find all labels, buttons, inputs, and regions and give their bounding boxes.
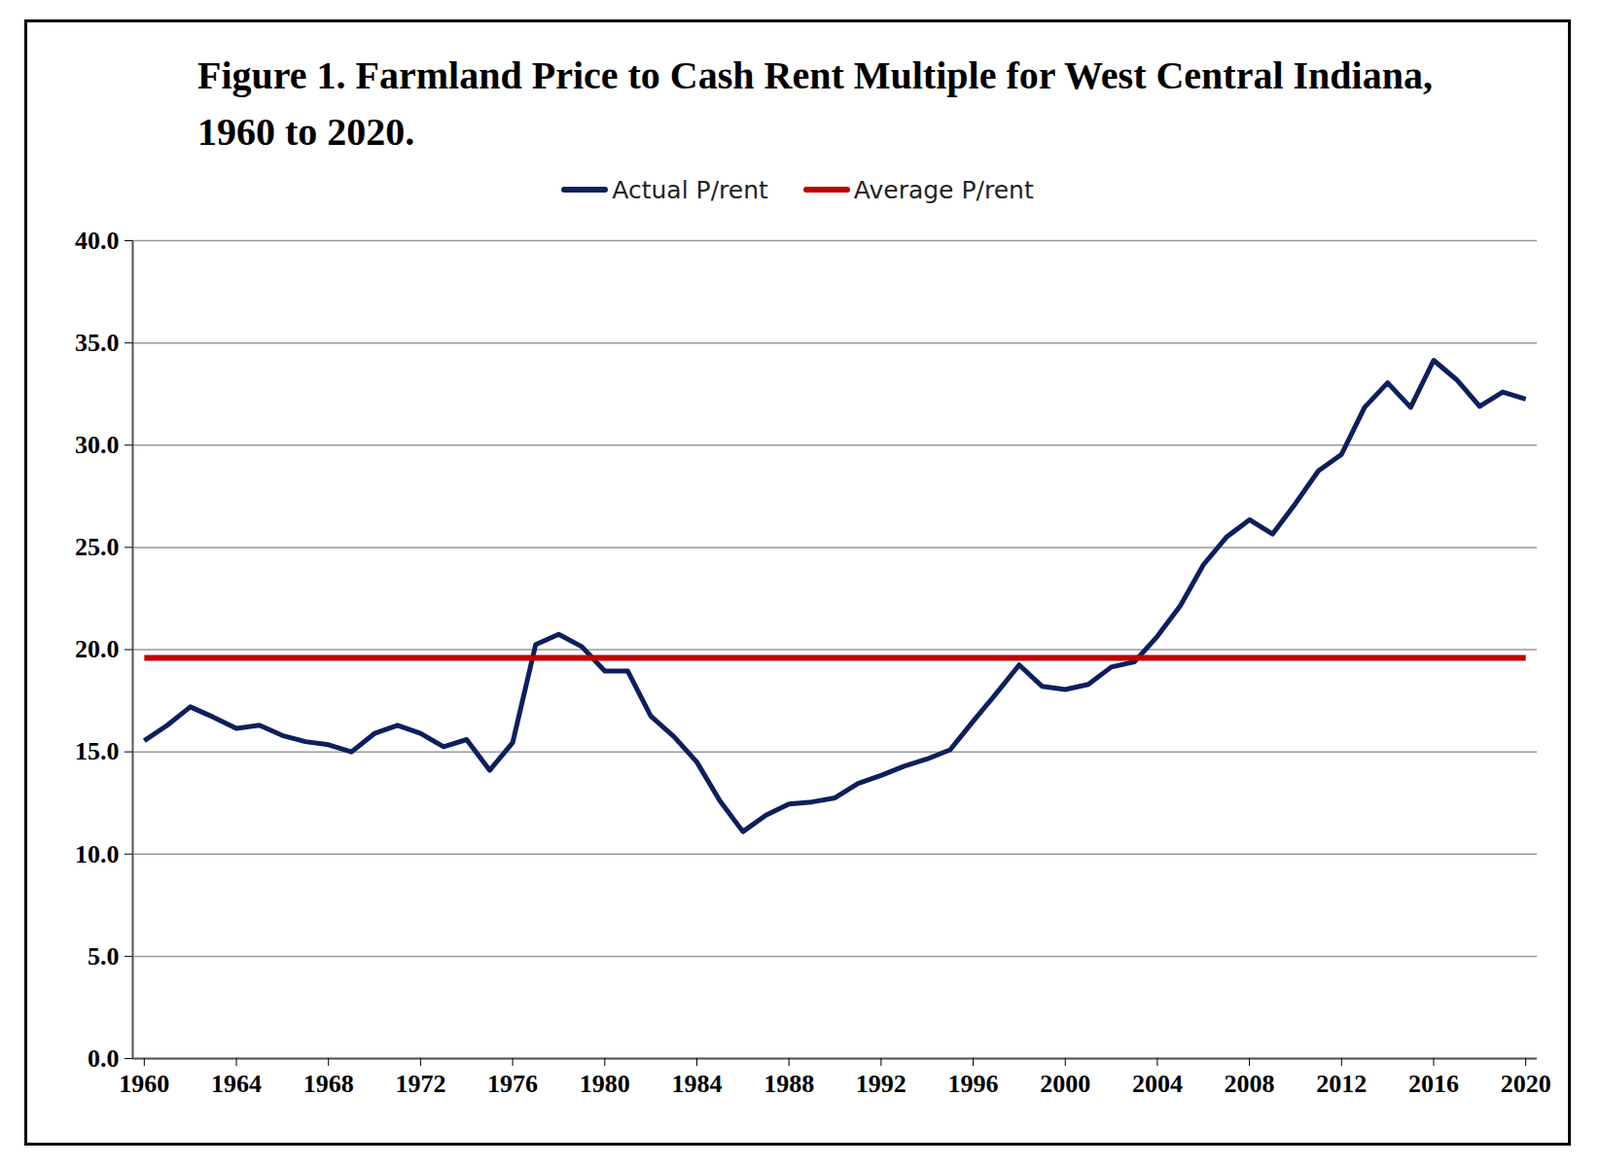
svg-text:20.0: 20.0	[74, 635, 120, 664]
svg-text:1980: 1980	[579, 1069, 631, 1099]
svg-text:2016: 2016	[1408, 1069, 1459, 1099]
svg-text:25.0: 25.0	[74, 533, 120, 562]
svg-text:15.0: 15.0	[74, 737, 120, 766]
svg-text:1988: 1988	[763, 1069, 815, 1099]
svg-text:1972: 1972	[394, 1069, 446, 1099]
svg-text:5.0: 5.0	[87, 942, 120, 971]
svg-text:1964: 1964	[211, 1069, 262, 1099]
html-text:Actual P/rent: Actual P/rent	[612, 175, 769, 204]
svg-text:1960: 1960	[118, 1069, 170, 1099]
svg-text:1984: 1984	[671, 1069, 722, 1099]
html-text:Figure 1. Farmland Price to Ca: Figure 1. Farmland Price to Cash Rent Mu…	[197, 53, 1433, 154]
svg-text:30.0: 30.0	[74, 430, 120, 460]
svg-text:2000: 2000	[1039, 1069, 1091, 1099]
svg-text:1992: 1992	[855, 1069, 907, 1099]
svg-text:2020: 2020	[1500, 1069, 1552, 1099]
svg-text:2012: 2012	[1315, 1069, 1367, 1099]
svg-text:1996: 1996	[948, 1069, 999, 1099]
svg-text:35.0: 35.0	[74, 328, 120, 357]
svg-text:40.0: 40.0	[74, 226, 120, 255]
svg-text:2008: 2008	[1224, 1069, 1276, 1099]
svg-text:1968: 1968	[303, 1069, 355, 1099]
svg-text:0.0: 0.0	[87, 1044, 120, 1073]
svg-text:2004: 2004	[1132, 1069, 1183, 1099]
html-text:Average P/rent: Average P/rent	[853, 175, 1034, 204]
svg-text:1976: 1976	[487, 1069, 538, 1099]
svg-text:10.0: 10.0	[74, 840, 120, 869]
